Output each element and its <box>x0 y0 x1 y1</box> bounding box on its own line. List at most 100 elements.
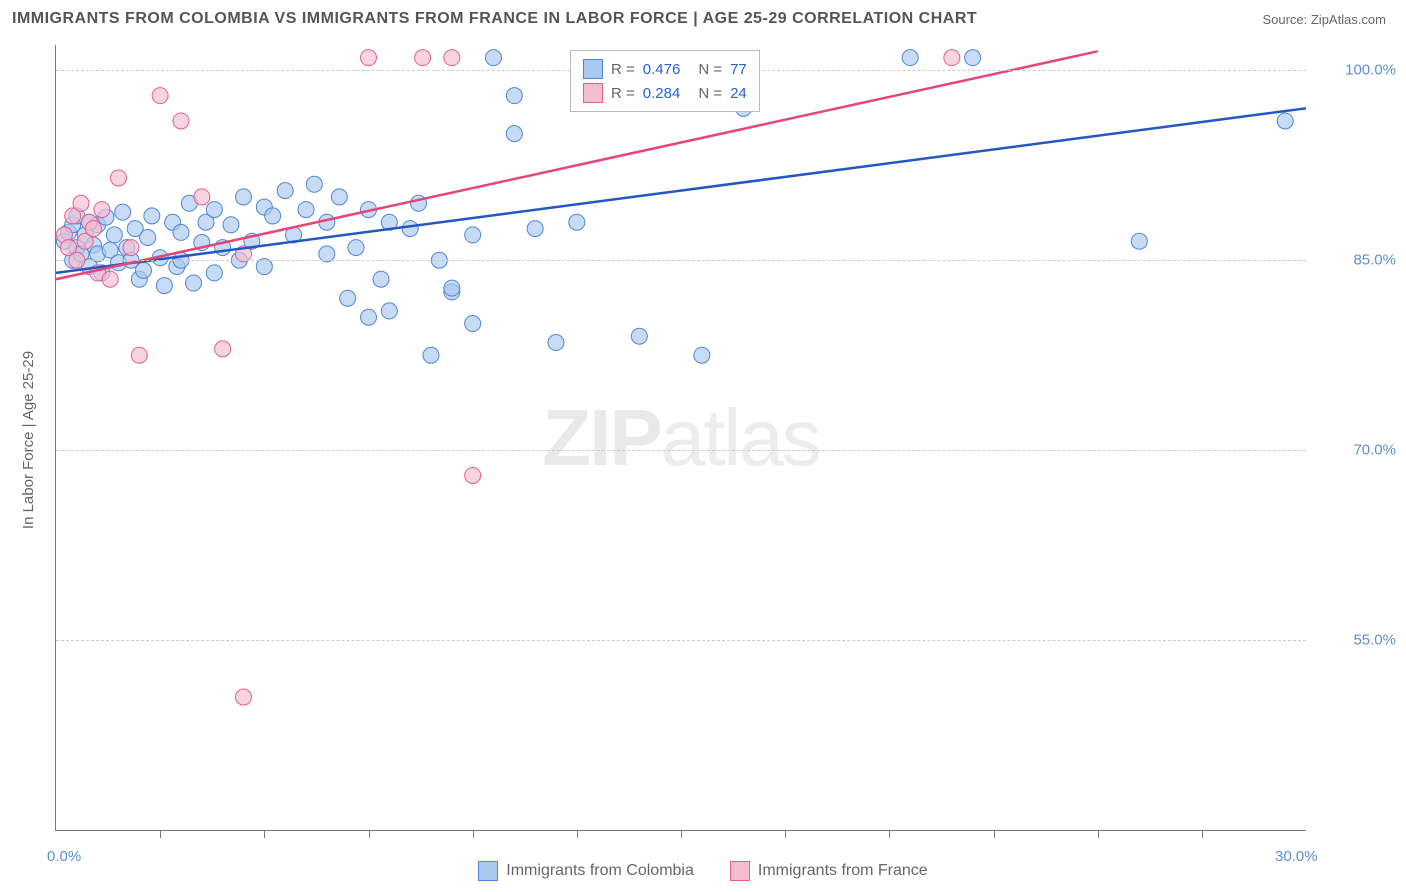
data-point <box>444 50 460 66</box>
data-point <box>140 229 156 245</box>
data-point <box>465 227 481 243</box>
legend-item: Immigrants from Colombia <box>478 861 694 881</box>
source-attribution: Source: ZipAtlas.com <box>1262 12 1386 27</box>
data-point <box>102 271 118 287</box>
data-point <box>361 309 377 325</box>
legend-n-value: 77 <box>730 61 747 78</box>
x-tick <box>160 830 161 838</box>
x-tick <box>681 830 682 838</box>
gridline-h <box>56 260 1306 261</box>
data-point <box>186 275 202 291</box>
x-tick <box>577 830 578 838</box>
y-tick-label: 55.0% <box>1316 632 1396 649</box>
data-point <box>506 88 522 104</box>
data-point <box>1277 113 1293 129</box>
legend-r-value: 0.476 <box>643 61 681 78</box>
data-point <box>152 88 168 104</box>
data-point <box>136 262 152 278</box>
data-point <box>298 202 314 218</box>
gridline-h <box>56 450 1306 451</box>
data-point <box>527 221 543 237</box>
data-point <box>423 347 439 363</box>
legend-n-label: N = <box>698 61 722 78</box>
data-point <box>206 265 222 281</box>
y-tick-label: 100.0% <box>1316 62 1396 79</box>
data-point <box>631 328 647 344</box>
data-point <box>548 335 564 351</box>
source-label: Source: <box>1262 12 1310 27</box>
x-tick <box>264 830 265 838</box>
gridline-h <box>56 640 1306 641</box>
data-point <box>144 208 160 224</box>
series-legend: Immigrants from Colombia Immigrants from … <box>0 861 1406 886</box>
data-point <box>373 271 389 287</box>
x-tick <box>1098 830 1099 838</box>
y-axis-label: In Labor Force | Age 25-29 <box>20 351 37 529</box>
legend-swatch <box>583 59 603 79</box>
data-point <box>111 170 127 186</box>
legend-item: Immigrants from France <box>730 861 928 881</box>
x-tick <box>473 830 474 838</box>
data-point <box>486 50 502 66</box>
legend-swatch <box>583 83 603 103</box>
legend-row: R = 0.476 N = 77 <box>583 57 747 81</box>
data-point <box>173 224 189 240</box>
data-point <box>86 221 102 237</box>
data-point <box>194 189 210 205</box>
data-point <box>123 240 139 256</box>
legend-label: Immigrants from France <box>758 862 928 880</box>
x-tick <box>785 830 786 838</box>
legend-label: Immigrants from Colombia <box>506 862 694 880</box>
data-point <box>902 50 918 66</box>
data-point <box>415 50 431 66</box>
data-point <box>965 50 981 66</box>
legend-r-value: 0.284 <box>643 85 681 102</box>
data-point <box>444 280 460 296</box>
y-tick-label: 85.0% <box>1316 252 1396 269</box>
x-tick <box>1202 830 1203 838</box>
data-point <box>106 227 122 243</box>
data-point <box>1131 233 1147 249</box>
data-point <box>402 221 418 237</box>
x-tick <box>994 830 995 838</box>
data-point <box>944 50 960 66</box>
data-point <box>465 316 481 332</box>
data-point <box>265 208 281 224</box>
data-point <box>223 217 239 233</box>
legend-swatch <box>730 861 750 881</box>
legend-n-value: 24 <box>730 85 747 102</box>
x-tick-label: 30.0% <box>1275 848 1318 865</box>
data-point <box>361 50 377 66</box>
data-point <box>694 347 710 363</box>
legend-r-label: R = <box>611 85 635 102</box>
data-point <box>569 214 585 230</box>
source-name: ZipAtlas.com <box>1311 12 1386 27</box>
legend-row: R = 0.284 N = 24 <box>583 81 747 105</box>
data-point <box>94 202 110 218</box>
x-tick <box>889 830 890 838</box>
y-tick-label: 70.0% <box>1316 442 1396 459</box>
data-point <box>73 195 89 211</box>
chart-svg <box>56 45 1306 830</box>
data-point <box>348 240 364 256</box>
data-point <box>236 689 252 705</box>
chart-title: IMMIGRANTS FROM COLOMBIA VS IMMIGRANTS F… <box>12 10 977 28</box>
data-point <box>206 202 222 218</box>
data-point <box>506 126 522 142</box>
data-point <box>340 290 356 306</box>
x-tick <box>369 830 370 838</box>
legend-r-label: R = <box>611 61 635 78</box>
data-point <box>215 341 231 357</box>
data-point <box>115 204 131 220</box>
data-point <box>306 176 322 192</box>
data-point <box>131 347 147 363</box>
plot-area: ZIPatlas 55.0%70.0%85.0%100.0% <box>55 45 1306 831</box>
data-point <box>465 467 481 483</box>
data-point <box>381 303 397 319</box>
x-tick-label: 0.0% <box>47 848 81 865</box>
correlation-legend: R = 0.476 N = 77 R = 0.284 N = 24 <box>570 50 760 112</box>
data-point <box>331 189 347 205</box>
legend-n-label: N = <box>698 85 722 102</box>
data-point <box>236 189 252 205</box>
data-point <box>173 113 189 129</box>
